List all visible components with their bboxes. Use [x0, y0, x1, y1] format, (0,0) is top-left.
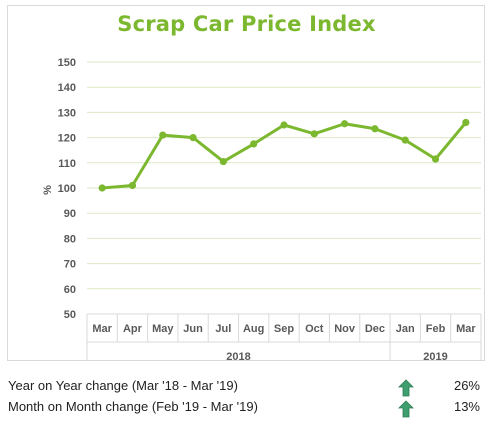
y-tick-label: 150	[58, 57, 76, 69]
x-group-label: 2019	[423, 351, 447, 362]
x-tick-label: Dec	[365, 323, 385, 335]
data-point	[310, 130, 318, 138]
y-tick-label: 60	[64, 284, 76, 296]
data-point	[128, 181, 137, 190]
line-chart: 50 60 70 80 90 100 110 120 130 140 150% Mar Apr May Ju…	[42, 57, 482, 362]
data-point	[371, 125, 379, 133]
y-tick-label: 90	[64, 208, 76, 220]
data-point	[431, 155, 440, 163]
up-arrow-icon	[398, 400, 414, 418]
y-tick-label: 50	[64, 309, 76, 321]
y-tick-label: 80	[64, 233, 76, 245]
x-tick-label: Jan	[396, 323, 415, 335]
x-tick-label: Aug	[243, 323, 264, 335]
stat-row-month-on-month: Month on Month change (Feb '19 - Mar '19…	[8, 399, 488, 419]
x-tick-label: May	[152, 323, 174, 335]
x-tick-label: Apr	[123, 323, 143, 335]
y-tick-label: 100	[58, 183, 76, 195]
y-tick-label: 110	[58, 158, 76, 170]
x-tick-label: Oct	[305, 323, 324, 335]
series-line	[100, 120, 468, 190]
data-point	[250, 140, 258, 148]
data-point	[159, 131, 167, 139]
data-point	[401, 136, 409, 144]
x-tick-label: Jul	[215, 323, 231, 335]
x-group-label: 2018	[226, 351, 250, 362]
data-point	[280, 121, 288, 129]
stat-value: 13%	[453, 399, 480, 414]
data-point	[341, 120, 349, 128]
stat-label: Month on Month change (Feb '19 - Mar '19…	[8, 399, 258, 414]
data-point	[219, 157, 227, 166]
up-arrow-icon	[398, 379, 414, 397]
data-point	[98, 184, 106, 192]
x-tick-label: Mar	[92, 323, 112, 335]
stat-value: 26%	[453, 378, 480, 393]
y-tick-label: 130	[58, 107, 76, 119]
y-tick-label: 140	[58, 82, 76, 94]
y-axis-label: %	[42, 185, 54, 195]
x-tick-label: Nov	[334, 323, 356, 335]
chart-title: Scrap Car Price Index	[117, 12, 376, 36]
data-point	[189, 134, 197, 142]
chart-frame: 50 60 70 80 90 100 110 120 130 140 150% Mar Apr May Ju…	[7, 5, 485, 362]
x-tick-label: Mar	[456, 323, 476, 335]
stat-label: Year on Year change (Mar '18 - Mar '19)	[8, 378, 238, 393]
x-tick-label: Sep	[274, 323, 294, 335]
stat-row-year-on-year: Year on Year change (Mar '18 - Mar '19) …	[8, 378, 488, 398]
y-tick-label: 70	[64, 259, 76, 271]
x-tick-label: Jun	[183, 323, 203, 335]
x-tick-label: Feb	[426, 323, 446, 335]
y-tick-label: 120	[58, 133, 76, 145]
data-point	[462, 118, 470, 127]
